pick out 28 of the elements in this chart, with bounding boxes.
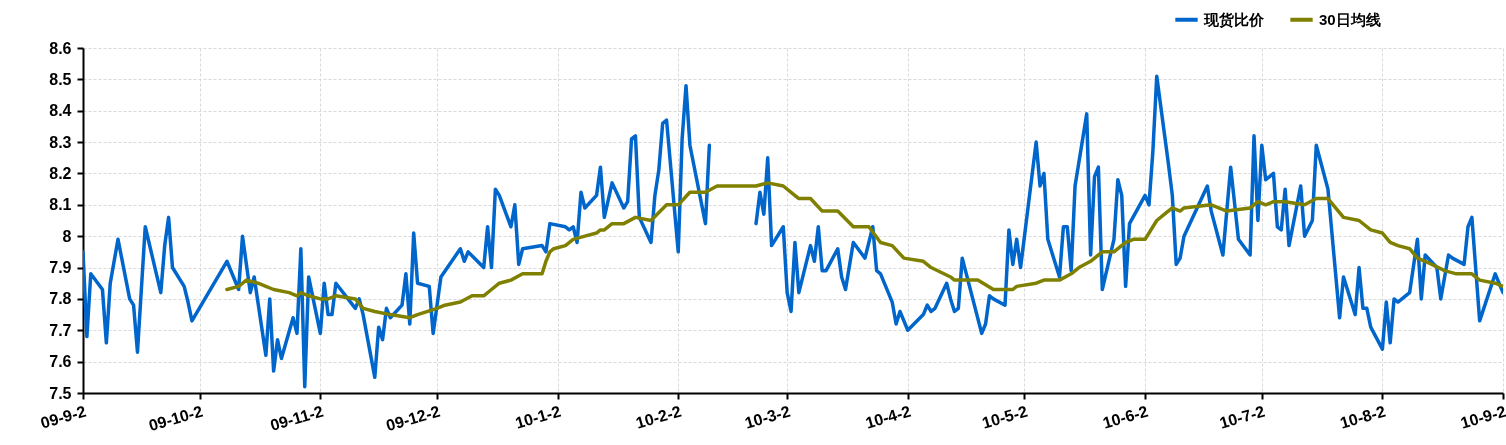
x-tick-label: 10-1-2	[513, 402, 563, 432]
x-tick-label: 09-10-2	[146, 402, 205, 435]
x-tick-label: 10-6-2	[1100, 402, 1151, 432]
y-tick-label: 8.3	[49, 133, 72, 151]
x-tick-label: 10-2-2	[634, 402, 684, 432]
x-tick-label: 09-9-2	[38, 402, 89, 432]
x-tick-label: 09-11-2	[268, 402, 326, 434]
x-tick-label: 10-7-2	[1217, 402, 1267, 432]
legend-label: 现货比价	[1203, 10, 1265, 28]
x-tick-label: 10-4-2	[863, 402, 913, 432]
y-tick-label: 8.5	[49, 70, 72, 88]
x-tick-label: 09-12-2	[384, 402, 443, 435]
y-tick-label: 8.4	[49, 102, 72, 120]
y-tick-label: 7.9	[49, 259, 72, 277]
y-tick-label: 8	[62, 227, 72, 245]
y-tick-label: 7.6	[49, 353, 72, 371]
x-tick-label: 10-5-2	[980, 402, 1030, 432]
x-tick-label: 10-8-2	[1338, 402, 1388, 432]
x-tick-label: 10-3-2	[742, 402, 793, 432]
legend-label: 30日均线	[1319, 10, 1381, 28]
y-tick-label: 7.7	[49, 321, 72, 339]
y-tick-label: 7.8	[49, 290, 72, 308]
line-series	[225, 181, 1503, 320]
y-tick-label: 8.6	[49, 39, 72, 57]
x-tick-label: 10-9-2	[1458, 402, 1506, 432]
y-tick-label: 8.2	[49, 164, 72, 182]
y-tick-label: 7.5	[49, 384, 72, 402]
y-tick-label: 8.1	[49, 196, 72, 214]
